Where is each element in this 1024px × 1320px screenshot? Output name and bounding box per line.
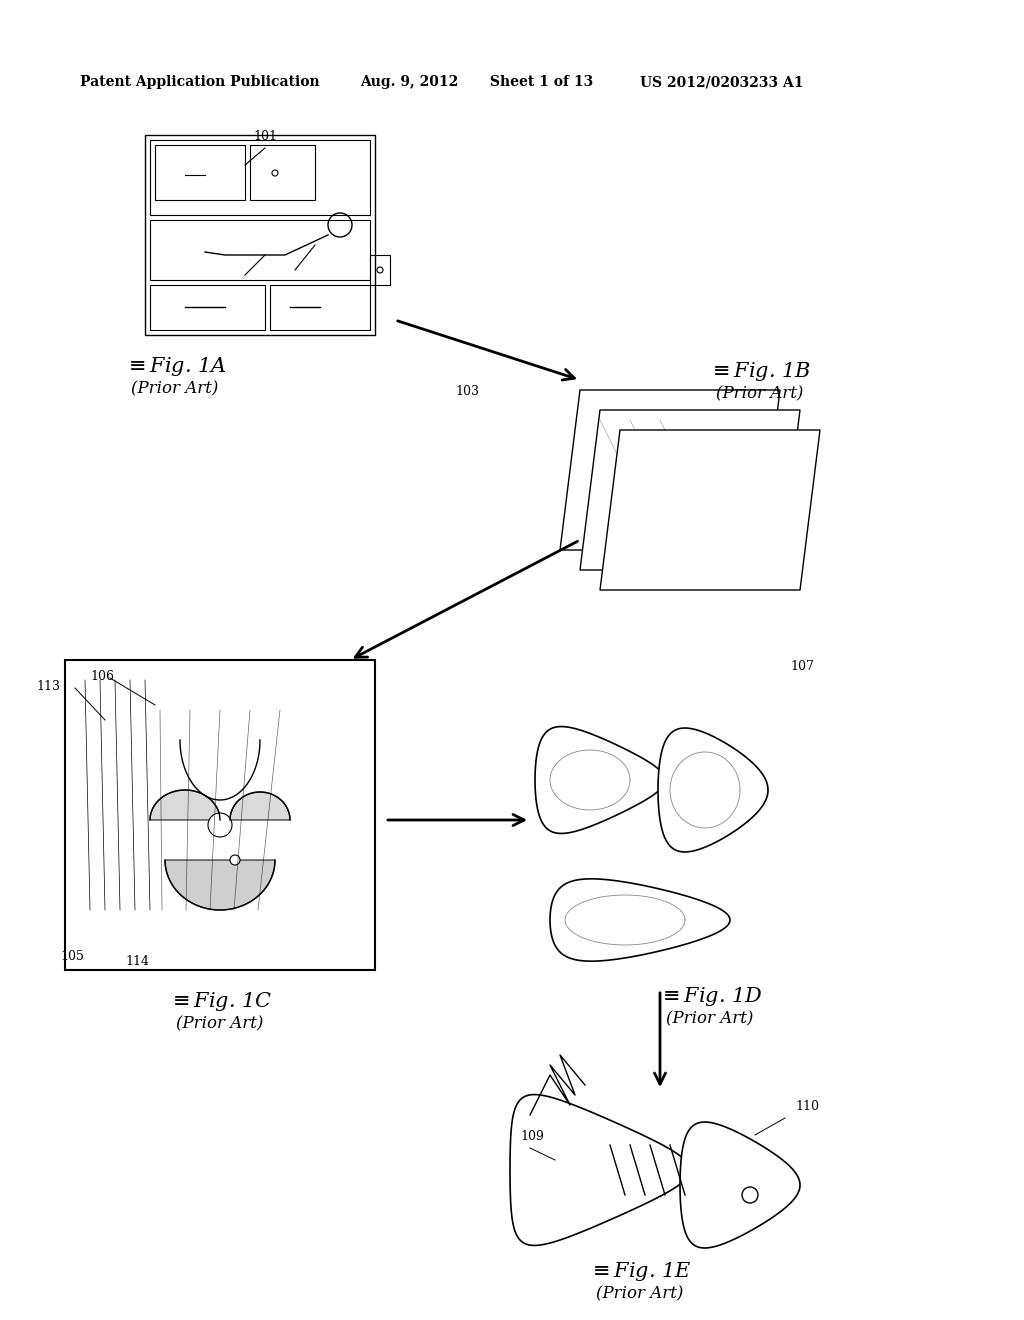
Text: $\equiv$Fig. 1A: $\equiv$Fig. 1A — [124, 355, 226, 378]
Circle shape — [208, 813, 232, 837]
Text: $\equiv$Fig. 1D: $\equiv$Fig. 1D — [657, 985, 763, 1008]
Text: 103: 103 — [455, 385, 479, 399]
Text: (Prior Art): (Prior Art) — [717, 385, 804, 403]
Text: (Prior Art): (Prior Art) — [596, 1284, 684, 1302]
Polygon shape — [165, 861, 275, 909]
Text: 105: 105 — [60, 950, 84, 964]
Text: (Prior Art): (Prior Art) — [667, 1010, 754, 1027]
Polygon shape — [230, 792, 290, 820]
Polygon shape — [658, 729, 768, 851]
Circle shape — [742, 1187, 758, 1203]
Text: $\equiv$Fig. 1E: $\equiv$Fig. 1E — [588, 1261, 692, 1283]
Text: 109: 109 — [520, 1130, 544, 1143]
Text: (Prior Art): (Prior Art) — [176, 1015, 264, 1032]
Polygon shape — [600, 430, 820, 590]
Polygon shape — [510, 1094, 690, 1245]
Text: (Prior Art): (Prior Art) — [131, 380, 219, 397]
Polygon shape — [560, 389, 780, 550]
Text: $\equiv$Fig. 1B: $\equiv$Fig. 1B — [709, 360, 812, 383]
Text: 106: 106 — [90, 671, 114, 682]
Text: 113: 113 — [36, 680, 60, 693]
Text: Aug. 9, 2012: Aug. 9, 2012 — [360, 75, 459, 88]
Polygon shape — [680, 1122, 800, 1247]
Text: US 2012/0203233 A1: US 2012/0203233 A1 — [640, 75, 804, 88]
Polygon shape — [150, 791, 220, 820]
Polygon shape — [535, 726, 665, 833]
Text: 101: 101 — [253, 129, 278, 143]
Text: Patent Application Publication: Patent Application Publication — [80, 75, 319, 88]
Text: Sheet 1 of 13: Sheet 1 of 13 — [490, 75, 593, 88]
Text: 107: 107 — [790, 660, 814, 673]
Circle shape — [230, 855, 240, 865]
Text: 114: 114 — [125, 954, 150, 968]
Text: $\equiv$Fig. 1C: $\equiv$Fig. 1C — [168, 990, 272, 1012]
Polygon shape — [580, 411, 800, 570]
Text: 110: 110 — [795, 1100, 819, 1113]
Polygon shape — [550, 879, 730, 961]
